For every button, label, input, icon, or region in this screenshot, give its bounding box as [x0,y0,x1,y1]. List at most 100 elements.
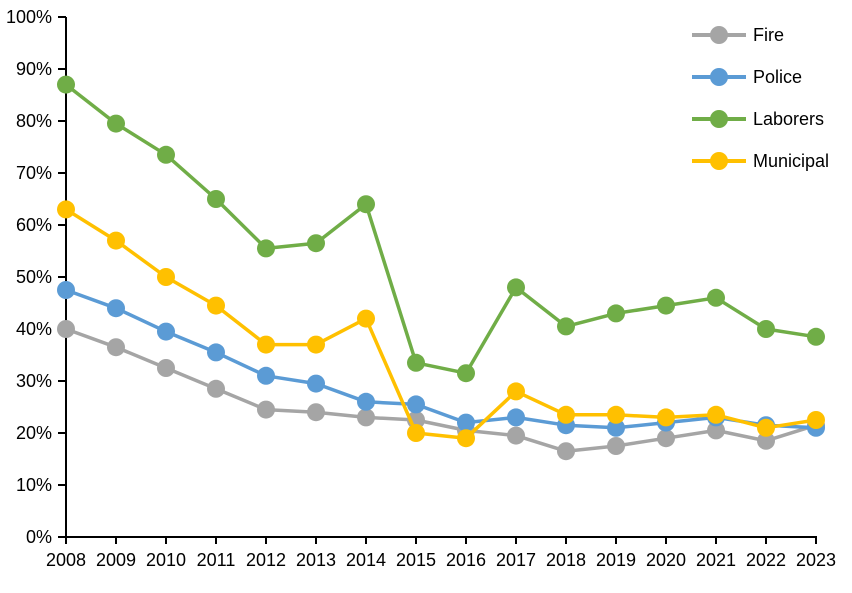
data-point-police-2009 [107,299,125,318]
data-point-municipal-2015 [407,424,425,442]
data-point-laborers-2017 [507,278,525,297]
data-point-laborers-2023 [807,327,825,346]
series-line-municipal [64,207,818,440]
x-tick-label-2018: 2018 [546,550,586,570]
data-point-police-2008 [57,281,75,299]
data-point-police-2016 [457,413,475,432]
data-point-laborers-2014 [357,195,375,214]
x-tick-label-2008: 2008 [46,550,86,570]
data-point-laborers-2022 [757,320,775,338]
x-tick-label-2014: 2014 [346,550,386,570]
data-point-municipal-2016 [457,429,475,448]
series-line-fire [64,327,818,453]
legend-label-police: Police [753,66,803,87]
legend-item-police: Police [692,66,829,88]
axes [65,17,817,538]
data-point-laborers-2015 [407,353,425,372]
data-point-municipal-2014 [357,309,375,328]
data-point-fire-2008 [57,320,75,338]
legend-dot-municipal [710,152,728,170]
y-tick-label-10: 10% [16,475,52,495]
data-point-laborers-2008 [57,75,75,94]
x-tick-label-2022: 2022 [746,550,786,570]
data-point-police-2014 [357,392,375,411]
x-tick-label-2023: 2023 [796,550,836,570]
data-point-fire-2012 [257,400,275,419]
x-tick-label-2021: 2021 [696,550,736,570]
x-tick-label-2011: 2011 [197,550,236,570]
legend-dot-fire [710,26,728,44]
data-point-fire-2013 [307,403,325,422]
series-line-police [64,288,818,430]
legend-item-laborers: Laborers [692,108,829,130]
data-point-laborers-2019 [607,304,625,323]
data-point-fire-2014 [357,408,375,427]
x-tick-label-2019: 2019 [596,550,636,570]
y-tick-label-60: 60% [16,215,52,235]
y-tick-label-100: 100% [6,7,52,27]
data-point-laborers-2009 [107,114,125,133]
data-point-laborers-2018 [557,317,575,336]
data-point-police-2013 [307,374,325,393]
legend-marker-police-icon [692,66,746,88]
data-point-police-2015 [407,395,425,414]
data-point-municipal-2021 [707,405,725,424]
x-tick-label-2015: 2015 [396,550,436,570]
data-point-municipal-2019 [607,405,625,424]
legend-label-municipal: Municipal [753,150,830,171]
x-tick-label-2020: 2020 [646,550,686,570]
data-point-municipal-2020 [657,408,675,427]
data-point-fire-2021 [707,421,725,440]
data-point-municipal-2017 [507,382,525,401]
data-point-fire-2019 [607,437,625,455]
data-point-municipal-2009 [107,231,125,250]
y-tick-label-40: 40% [16,319,52,339]
data-point-police-2017 [507,408,525,427]
data-point-municipal-2012 [257,335,275,354]
data-point-municipal-2008 [57,200,75,219]
y-tick-label-50: 50% [16,267,52,287]
y-tick-label-30: 30% [16,371,52,391]
data-point-fire-2020 [657,429,675,448]
data-point-fire-2022 [757,431,775,450]
legend-item-municipal: Municipal [692,150,829,172]
data-point-police-2011 [207,343,225,362]
x-tick-label-2016: 2016 [446,550,486,570]
x-tick-label-2013: 2013 [296,550,336,570]
data-point-police-2012 [257,366,275,385]
y-tick-label-80: 80% [16,111,52,131]
y-tick-label-0: 0% [26,527,52,547]
data-point-fire-2011 [207,379,225,398]
data-point-laborers-2020 [657,296,675,315]
data-point-laborers-2012 [257,239,275,258]
data-point-fire-2010 [157,359,175,377]
legend: Fire Police Laborers Municipal [692,24,829,192]
y-tick-label-70: 70% [16,163,52,183]
legend-label-fire: Fire [753,24,784,45]
data-point-laborers-2013 [307,234,325,253]
data-point-fire-2009 [107,338,125,357]
data-point-municipal-2023 [807,411,825,429]
x-tick-label-2010: 2010 [146,550,186,570]
legend-marker-fire-icon [692,24,746,46]
x-tick-label-2009: 2009 [96,550,136,570]
y-tick-label-90: 90% [16,59,52,79]
legend-label-laborers: Laborers [753,108,825,129]
legend-marker-municipal-icon [692,150,746,172]
data-point-police-2019 [607,418,625,437]
data-point-municipal-2022 [757,418,775,437]
data-point-laborers-2011 [207,190,225,208]
y-tick-label-20: 20% [16,423,52,443]
data-point-municipal-2013 [307,335,325,354]
legend-marker-laborers-icon [692,108,746,130]
data-point-municipal-2010 [157,268,175,286]
data-point-municipal-2011 [207,296,225,315]
data-point-fire-2018 [557,442,575,461]
series-line-laborers [64,82,818,375]
legend-item-fire: Fire [692,24,829,46]
data-point-municipal-2018 [557,405,575,424]
legend-dot-police [710,68,728,86]
x-tick-label-2017: 2017 [496,550,536,570]
